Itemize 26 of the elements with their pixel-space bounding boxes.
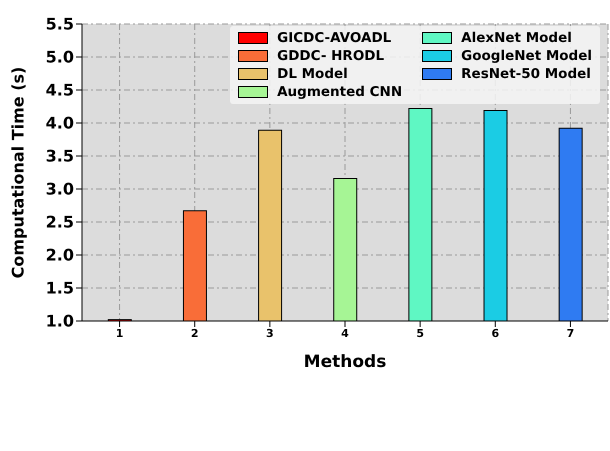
legend-label: GDDC- HRODL: [276, 48, 386, 64]
y-axis-title: Computational Time (s): [8, 66, 28, 278]
legend-label: DL Model: [276, 66, 349, 82]
x-tick-label: 5: [416, 326, 424, 340]
y-tick-label: 2.0: [46, 246, 74, 265]
legend-label: GoogleNet Model: [460, 48, 592, 64]
x-tick-label: 6: [491, 326, 500, 340]
y-tick-label: 1.5: [46, 278, 74, 298]
x-tick-label: 1: [116, 326, 124, 340]
y-tick-label: 4.0: [46, 114, 74, 133]
y-tick-label: 3.5: [46, 146, 74, 166]
y-tick-label: 5.5: [46, 14, 74, 34]
legend-label: GICDC-AVOADL: [276, 30, 392, 46]
y-tick-label: 5.0: [46, 48, 74, 67]
x-tick-label: 2: [190, 326, 199, 340]
y-tick-label: 1.0: [46, 312, 74, 331]
x-tick-label: 4: [341, 326, 350, 340]
legend-label: AlexNet Model: [460, 30, 573, 46]
legend-label: Augmented CNN: [276, 84, 402, 100]
y-tick-label: 2.5: [46, 212, 74, 232]
y-tick-label: 4.5: [46, 80, 74, 100]
x-tick-label: 3: [266, 326, 274, 340]
legend-label: ResNet-50 Model: [460, 66, 592, 82]
x-tick-label: 7: [566, 326, 574, 340]
y-tick-label: 3.0: [46, 180, 74, 199]
x-axis-title: Methods: [304, 352, 386, 372]
